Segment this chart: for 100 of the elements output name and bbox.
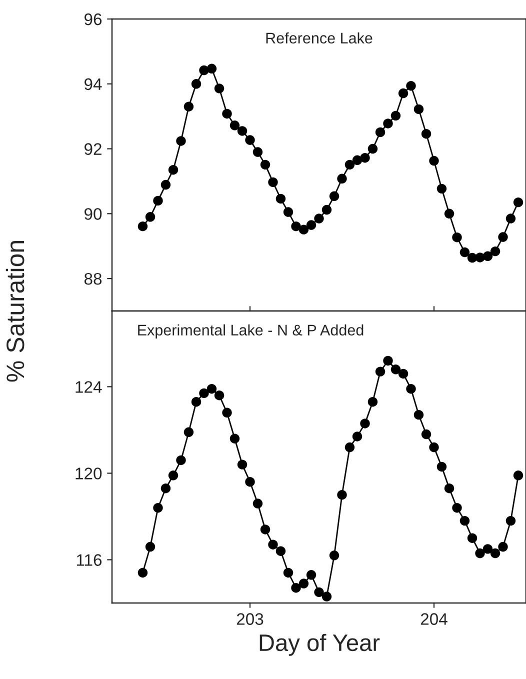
point (237, 460, 248, 470)
y-tick-label: 124 (76, 381, 102, 393)
point (329, 550, 340, 560)
point (375, 366, 386, 376)
point (506, 516, 516, 526)
point (298, 578, 309, 588)
point (160, 484, 171, 494)
point (344, 160, 355, 170)
point (268, 177, 278, 188)
point (467, 533, 478, 543)
point (513, 470, 524, 480)
point (398, 88, 408, 98)
point (352, 155, 362, 165)
x-tick-label: 204 (420, 613, 448, 625)
point (252, 498, 263, 508)
point (368, 144, 378, 154)
point (153, 502, 163, 513)
point (298, 224, 309, 234)
point (482, 544, 493, 554)
y-tick-label: 92 (84, 143, 102, 155)
point (168, 165, 178, 175)
point (145, 212, 156, 222)
point (252, 147, 263, 157)
point (368, 396, 378, 407)
point (214, 390, 224, 400)
point (344, 442, 355, 452)
point (306, 570, 316, 580)
point (138, 568, 148, 578)
point (360, 418, 370, 428)
point (421, 128, 432, 139)
point (206, 384, 217, 394)
point (153, 196, 163, 206)
point (230, 434, 240, 444)
point (222, 108, 232, 119)
point (452, 232, 462, 242)
point (306, 220, 316, 230)
point (482, 251, 493, 262)
y-tick-label: 96 (84, 13, 102, 26)
point (444, 484, 454, 494)
point (245, 135, 255, 145)
point (237, 126, 248, 136)
point (268, 540, 278, 550)
point (322, 204, 332, 215)
point (390, 364, 401, 374)
point (138, 221, 148, 232)
y-tick-label: 94 (84, 78, 102, 90)
point (429, 156, 439, 166)
point (206, 64, 217, 74)
point (383, 356, 393, 366)
point (184, 102, 194, 112)
point (199, 388, 209, 398)
point (160, 180, 171, 190)
point (337, 174, 347, 184)
point (184, 427, 194, 437)
point (490, 246, 500, 256)
point (337, 490, 347, 500)
text: Experimental Lake - N & P Added (138, 324, 364, 339)
point (421, 429, 432, 440)
point (145, 542, 156, 552)
point (498, 542, 508, 552)
point (498, 232, 508, 242)
point (352, 432, 362, 442)
point (460, 516, 470, 526)
point (406, 80, 416, 91)
point (444, 208, 454, 219)
point (276, 546, 286, 556)
point (191, 396, 202, 407)
point (390, 110, 401, 121)
point (475, 548, 485, 558)
y-axis-title: % Saturation (6, 241, 24, 382)
point (360, 153, 370, 163)
point (406, 384, 416, 394)
point (490, 548, 500, 558)
point (414, 410, 424, 420)
point (276, 194, 286, 204)
x-tick-label: 203 (236, 613, 264, 625)
point (398, 368, 408, 379)
point (506, 214, 516, 224)
point (375, 127, 386, 138)
point (429, 442, 439, 452)
x-axis-title: Day of Year (260, 634, 380, 656)
point (436, 462, 447, 472)
point (260, 524, 270, 534)
point (436, 184, 447, 194)
point (176, 455, 186, 466)
point (230, 120, 240, 130)
point (214, 84, 224, 94)
point (329, 191, 340, 202)
point (191, 79, 202, 89)
point (260, 160, 270, 170)
y-tick-label: 88 (84, 272, 102, 285)
point (291, 221, 301, 232)
point (176, 136, 186, 146)
point (414, 104, 424, 114)
point (222, 408, 232, 418)
point (314, 587, 324, 598)
point (291, 583, 301, 593)
point (513, 197, 524, 208)
y-tick-label: 90 (84, 208, 102, 220)
text: Reference Lake (266, 32, 372, 44)
